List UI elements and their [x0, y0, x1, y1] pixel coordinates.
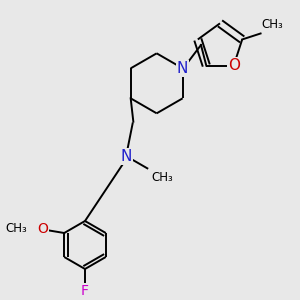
Text: CH₃: CH₃ [261, 18, 283, 31]
Text: CH₃: CH₃ [6, 223, 28, 236]
Text: F: F [81, 284, 89, 298]
Text: CH₃: CH₃ [151, 171, 173, 184]
Text: N: N [177, 61, 188, 76]
Text: N: N [121, 149, 132, 164]
Text: O: O [228, 58, 240, 73]
Text: O: O [37, 222, 48, 236]
